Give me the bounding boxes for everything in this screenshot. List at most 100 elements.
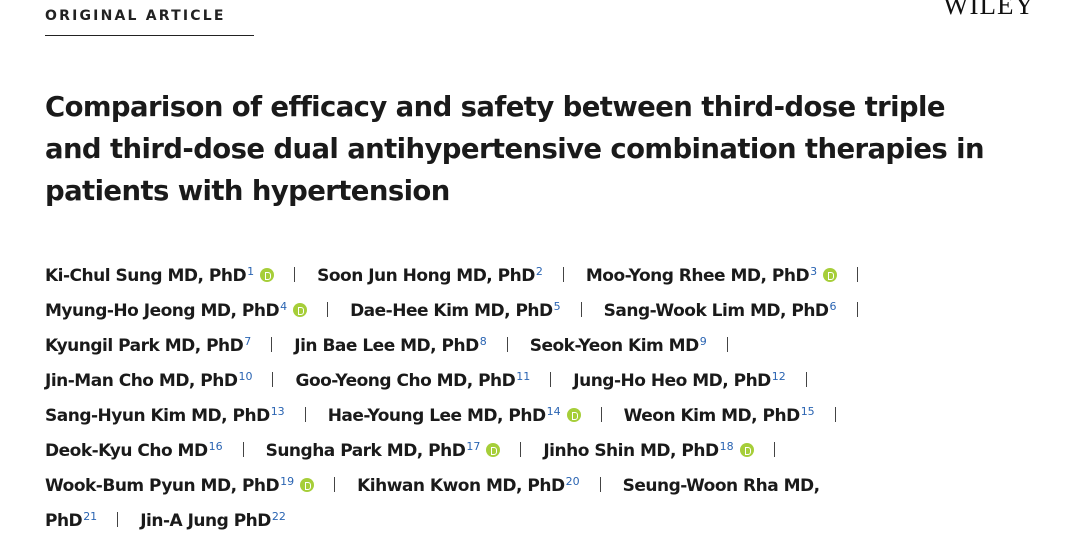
author-separator (857, 267, 859, 282)
author-entry: Deok-Kyu Cho MD16 (45, 440, 223, 461)
author-separator (856, 302, 858, 317)
author-name[interactable]: Jinho Shin MD, PhD (543, 441, 719, 461)
author-name[interactable]: Dae-Hee Kim MD, PhD (350, 301, 553, 321)
author-entry: Kyungil Park MD, PhD7 (45, 335, 252, 356)
title-line: and third-dose dual antihypertensive com… (45, 133, 985, 165)
affiliation-link[interactable]: 10 (238, 370, 253, 383)
author-name[interactable]: Seok-Yeon Kim MD (529, 336, 699, 356)
affiliation-link[interactable]: 19 (280, 475, 295, 488)
author-separator (599, 477, 601, 492)
author-entry: Dae-Hee Kim MD, PhD5 (350, 300, 561, 321)
author-name[interactable]: Hae-Young Lee MD, PhD (327, 406, 546, 426)
affiliation-link[interactable]: 17 (466, 440, 481, 453)
author-line: Deok-Kyu Cho MD16 Sungha Park MD, PhD17 Ji… (45, 429, 1035, 464)
author-name[interactable]: Kihwan Kwon MD, PhD (357, 476, 565, 496)
author-separator (272, 372, 274, 387)
author-separator (773, 442, 775, 457)
publisher-logo[interactable]: WILEY (943, 0, 1035, 20)
author-name[interactable]: Goo-Yeong Cho MD, PhD (295, 371, 516, 391)
author-separator (580, 302, 582, 317)
author-name[interactable]: Sang-Wook Lim MD, PhD (603, 301, 829, 321)
author-entry: Kihwan Kwon MD, PhD20 (357, 475, 580, 496)
author-name[interactable]: Wook-Bum Pyun MD, PhD (45, 476, 280, 496)
affiliation-link[interactable]: 12 (771, 370, 786, 383)
author-name[interactable]: Sungha Park MD, PhD (265, 441, 466, 461)
author-separator (304, 407, 306, 422)
author-line: PhD21 Jin-A Jung PhD22 (45, 499, 1035, 534)
affiliation-link[interactable]: 6 (829, 300, 837, 313)
affiliation-link[interactable]: 4 (280, 300, 288, 313)
author-separator (726, 337, 728, 352)
author-name[interactable]: Jin Bae Lee MD, PhD (294, 336, 479, 356)
orcid-icon[interactable] (823, 268, 838, 282)
author-entry: Sungha Park MD, PhD17 (265, 440, 501, 461)
affiliation-link[interactable]: 2 (535, 265, 543, 278)
author-name[interactable]: Kyungil Park MD, PhD (45, 336, 244, 356)
author-name[interactable]: Weon Kim MD, PhD (623, 406, 801, 426)
author-entry: Myung-Ho Jeong MD, PhD4 (45, 300, 308, 321)
affiliation-link[interactable]: 1 (247, 265, 255, 278)
author-entry: Weon Kim MD, PhD15 (623, 405, 815, 426)
author-separator (117, 512, 119, 527)
author-list: Ki-Chul Sung MD, PhD1 Soon Jun Hong MD, P… (45, 254, 1035, 534)
orcid-icon[interactable] (300, 478, 315, 492)
author-separator (271, 337, 273, 352)
author-name[interactable]: Myung-Ho Jeong MD, PhD (45, 301, 280, 321)
author-name[interactable]: Seung-Woon Rha MD, (622, 476, 821, 496)
affiliation-link[interactable]: 5 (553, 300, 561, 313)
author-entry: Goo-Yeong Cho MD, PhD11 (295, 370, 531, 391)
author-name[interactable]: Sang-Hyun Kim MD, PhD (45, 406, 270, 426)
title-line: Comparison of efficacy and safety betwee… (45, 91, 945, 123)
affiliation-link[interactable]: 13 (270, 405, 285, 418)
author-separator (334, 477, 336, 492)
author-separator (327, 302, 329, 317)
affiliation-link[interactable]: 20 (565, 475, 580, 488)
author-line: Wook-Bum Pyun MD, PhD19 Kihwan Kwon MD, P… (45, 464, 1035, 499)
affiliation-link[interactable]: 14 (546, 405, 561, 418)
author-line: Jin-Man Cho MD, PhD10 Goo-Yeong Cho MD, P… (45, 359, 1035, 394)
author-separator (242, 442, 244, 457)
article-header: ORIGINAL ARTICLE WILEY (45, 0, 1035, 40)
affiliation-link[interactable]: 21 (83, 510, 98, 523)
author-separator (550, 372, 552, 387)
author-name[interactable]: Moo-Yong Rhee MD, PhD (585, 266, 810, 286)
author-name[interactable]: Jin-Man Cho MD, PhD (45, 371, 238, 391)
author-separator (520, 442, 522, 457)
author-name[interactable]: PhD (45, 511, 83, 531)
author-entry: Jin-A Jung PhD22 (140, 510, 286, 531)
author-entry: Jinho Shin MD, PhD18 (543, 440, 754, 461)
article-type-label: ORIGINAL ARTICLE (45, 8, 226, 24)
author-separator (834, 407, 836, 422)
orcid-icon[interactable] (566, 408, 581, 422)
author-line: Myung-Ho Jeong MD, PhD4 Dae-Hee Kim MD, P… (45, 289, 1035, 324)
affiliation-link[interactable]: 18 (719, 440, 734, 453)
author-entry: Jin Bae Lee MD, PhD8 (294, 335, 487, 356)
author-name[interactable]: Deok-Kyu Cho MD (45, 441, 208, 461)
author-entry: Jung-Ho Heo MD, PhD12 (573, 370, 786, 391)
author-entry: Seok-Yeon Kim MD9 (529, 335, 707, 356)
author-name[interactable]: Jin-A Jung PhD (140, 511, 271, 531)
author-entry: Sang-Hyun Kim MD, PhD13 (45, 405, 285, 426)
author-line: Kyungil Park MD, PhD7 Jin Bae Lee MD, PhD… (45, 324, 1035, 359)
orcid-icon[interactable] (293, 303, 308, 317)
affiliation-link[interactable]: 7 (244, 335, 252, 348)
affiliation-link[interactable]: 8 (479, 335, 487, 348)
orcid-icon[interactable] (260, 268, 275, 282)
affiliation-link[interactable]: 22 (271, 510, 286, 523)
orcid-icon[interactable] (739, 443, 754, 457)
author-name[interactable]: Ki-Chul Sung MD, PhD (45, 266, 247, 286)
orcid-icon[interactable] (486, 443, 501, 457)
author-separator (562, 267, 564, 282)
author-entry: Sang-Wook Lim MD, PhD6 (603, 300, 837, 321)
affiliation-link[interactable]: 3 (810, 265, 818, 278)
author-name[interactable]: Jung-Ho Heo MD, PhD (573, 371, 771, 391)
author-entry: PhD21 (45, 510, 98, 531)
author-name[interactable]: Soon Jun Hong MD, PhD (317, 266, 535, 286)
affiliation-link[interactable]: 9 (699, 335, 707, 348)
affiliation-link[interactable]: 15 (800, 405, 815, 418)
affiliation-link[interactable]: 16 (208, 440, 223, 453)
author-separator (294, 267, 296, 282)
author-line: Ki-Chul Sung MD, PhD1 Soon Jun Hong MD, P… (45, 254, 1035, 289)
affiliation-link[interactable]: 11 (516, 370, 531, 383)
author-entry: Moo-Yong Rhee MD, PhD3 (585, 265, 838, 286)
